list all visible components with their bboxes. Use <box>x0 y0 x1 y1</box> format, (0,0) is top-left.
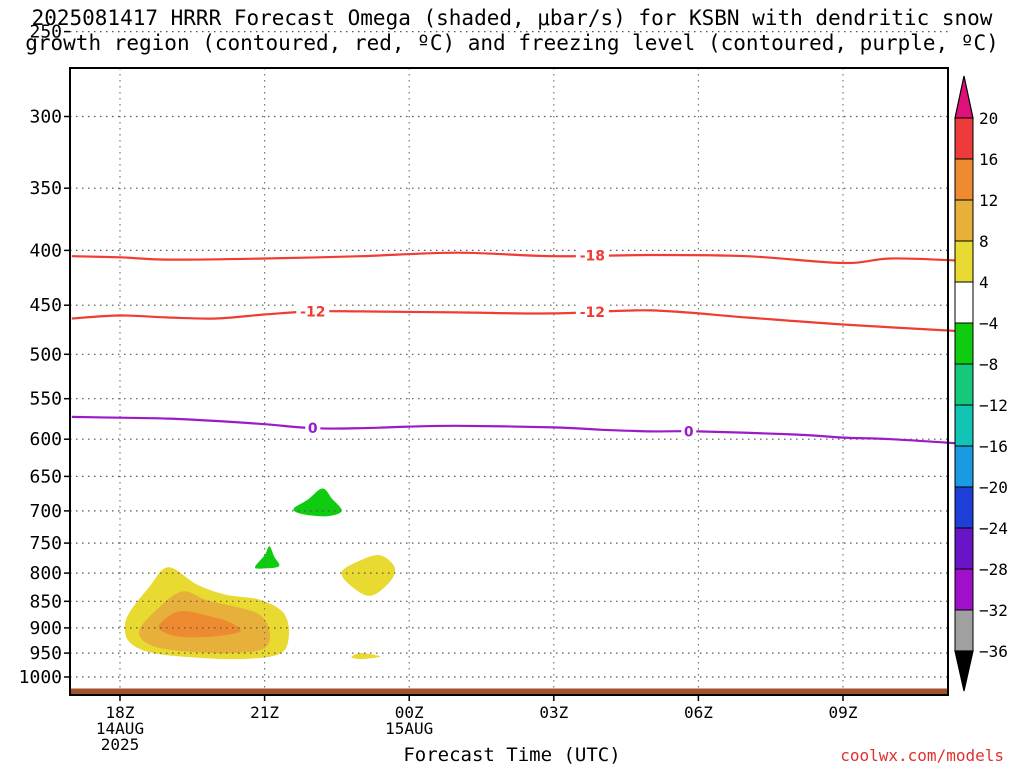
omega-region-5 <box>351 653 381 659</box>
x-tick-label-2025: 2025 <box>101 735 140 754</box>
omega-region-7 <box>255 546 280 569</box>
y-tick-label-900: 900 <box>29 618 62 639</box>
colorbar-swatch-8 <box>954 404 974 447</box>
y-tick-label-950: 950 <box>29 643 62 664</box>
colorbar-swatch-11 <box>954 527 974 570</box>
colorbar-swatch-6 <box>954 322 974 365</box>
y-tick-label-350: 350 <box>29 178 62 199</box>
gridlines <box>70 31 948 689</box>
x-tick-label-03Z: 03Z <box>539 703 568 722</box>
contour-label-bg--18 <box>575 247 609 264</box>
colorbar-swatch-10 <box>954 486 974 529</box>
chart-title-line-1: 2025081417 HRRR Forecast Omega (shaded, … <box>31 6 993 30</box>
colorbar-label-14: −36 <box>979 642 1008 661</box>
x-tick-label-14AUG: 14AUG <box>96 719 144 738</box>
y-tick-label-800: 800 <box>29 563 62 584</box>
omega-region-6 <box>293 488 342 517</box>
colorbar-swatch-2 <box>954 158 974 201</box>
ground-surface <box>70 688 948 695</box>
x-tick-label-06Z: 06Z <box>684 703 713 722</box>
contour-label-0: 0 <box>684 424 694 440</box>
contour--18 <box>71 251 964 265</box>
colorbar-label-7: −8 <box>979 355 998 374</box>
colorbar-label-1: 20 <box>979 109 998 128</box>
colorbar-swatch-3 <box>954 199 974 242</box>
contour--12 <box>71 309 964 333</box>
colorbar-label-4: 8 <box>979 232 989 251</box>
contour-label-bg-0 <box>681 423 697 440</box>
colorbar-label-2: 16 <box>979 150 998 169</box>
colorbar-swatch-12 <box>954 568 974 611</box>
x-axis-label: Forecast Time (UTC) <box>403 744 621 766</box>
colorbar-bottom-arrow <box>954 650 974 692</box>
y-tick-label-500: 500 <box>29 344 62 365</box>
colorbar-label-11: −24 <box>979 519 1008 538</box>
colorbar-swatch-1 <box>954 117 974 160</box>
y-tick-label-1000: 1000 <box>19 667 62 688</box>
colorbar-swatch-5 <box>954 281 974 324</box>
contour-label-bg--12 <box>575 304 609 321</box>
chart-title-line-2: growth region (contoured, red, ºC) and f… <box>25 31 999 55</box>
contour-label--12: -12 <box>300 304 325 320</box>
credit-link[interactable]: coolwx.com/models <box>840 746 1004 765</box>
x-tick-label-21Z: 21Z <box>250 703 279 722</box>
y-tick-label-750: 750 <box>29 533 62 554</box>
y-tick-label-400: 400 <box>29 240 62 261</box>
y-tick-label-600: 600 <box>29 429 62 450</box>
contour-label-bg--12 <box>296 303 330 320</box>
y-tick-label-250: 250 <box>29 22 62 43</box>
y-tick-label-700: 700 <box>29 501 62 522</box>
y-tick-label-650: 650 <box>29 466 62 487</box>
colorbar-label-10: −20 <box>979 478 1008 497</box>
contour-label-bg-0 <box>305 420 321 437</box>
contour-label--12: -12 <box>580 305 605 321</box>
colorbar-label-9: −16 <box>979 437 1008 456</box>
colorbar: 20 16 12 8 4 −4 −8 −12 −16 −20 −24 −28 −32 −36 <box>954 75 1008 692</box>
colorbar-swatch-9 <box>954 445 974 488</box>
colorbar-swatch-7 <box>954 363 974 406</box>
y-tick-label-300: 300 <box>29 107 62 128</box>
colorbar-label-5: 4 <box>979 273 989 292</box>
x-tick-label-09Z: 09Z <box>829 703 858 722</box>
contour-lines: -18 -12 -12 0 0 <box>71 247 964 445</box>
colorbar-label-12: −28 <box>979 560 1008 579</box>
contour-0 <box>71 415 964 445</box>
omega-shading <box>124 488 396 660</box>
y-tick-label-550: 550 <box>29 389 62 410</box>
colorbar-label-8: −12 <box>979 396 1008 415</box>
contour-label-0: 0 <box>308 421 318 437</box>
y-tick-label-850: 850 <box>29 591 62 612</box>
omega-region-3 <box>158 611 241 638</box>
y-tick-label-450: 450 <box>29 295 62 316</box>
colorbar-label-3: 12 <box>979 191 998 210</box>
colorbar-top-arrow <box>954 75 974 119</box>
colorbar-swatch-13 <box>954 609 974 652</box>
x-tick-label-15AUG: 15AUG <box>385 719 433 738</box>
omega-region-4 <box>341 555 396 596</box>
plot-frame <box>69 67 949 696</box>
x-tick-label-00Z: 00Z <box>395 703 424 722</box>
contour-label--18: -18 <box>580 249 605 265</box>
colorbar-label-6: −4 <box>979 314 998 333</box>
colorbar-label-13: −32 <box>979 601 1008 620</box>
colorbar-swatch-4 <box>954 240 974 283</box>
x-tick-label-18Z: 18Z <box>106 703 135 722</box>
y-axis: 250 300 350 400 450 500 550 600 650 700 750 800 850 9… <box>19 22 70 688</box>
